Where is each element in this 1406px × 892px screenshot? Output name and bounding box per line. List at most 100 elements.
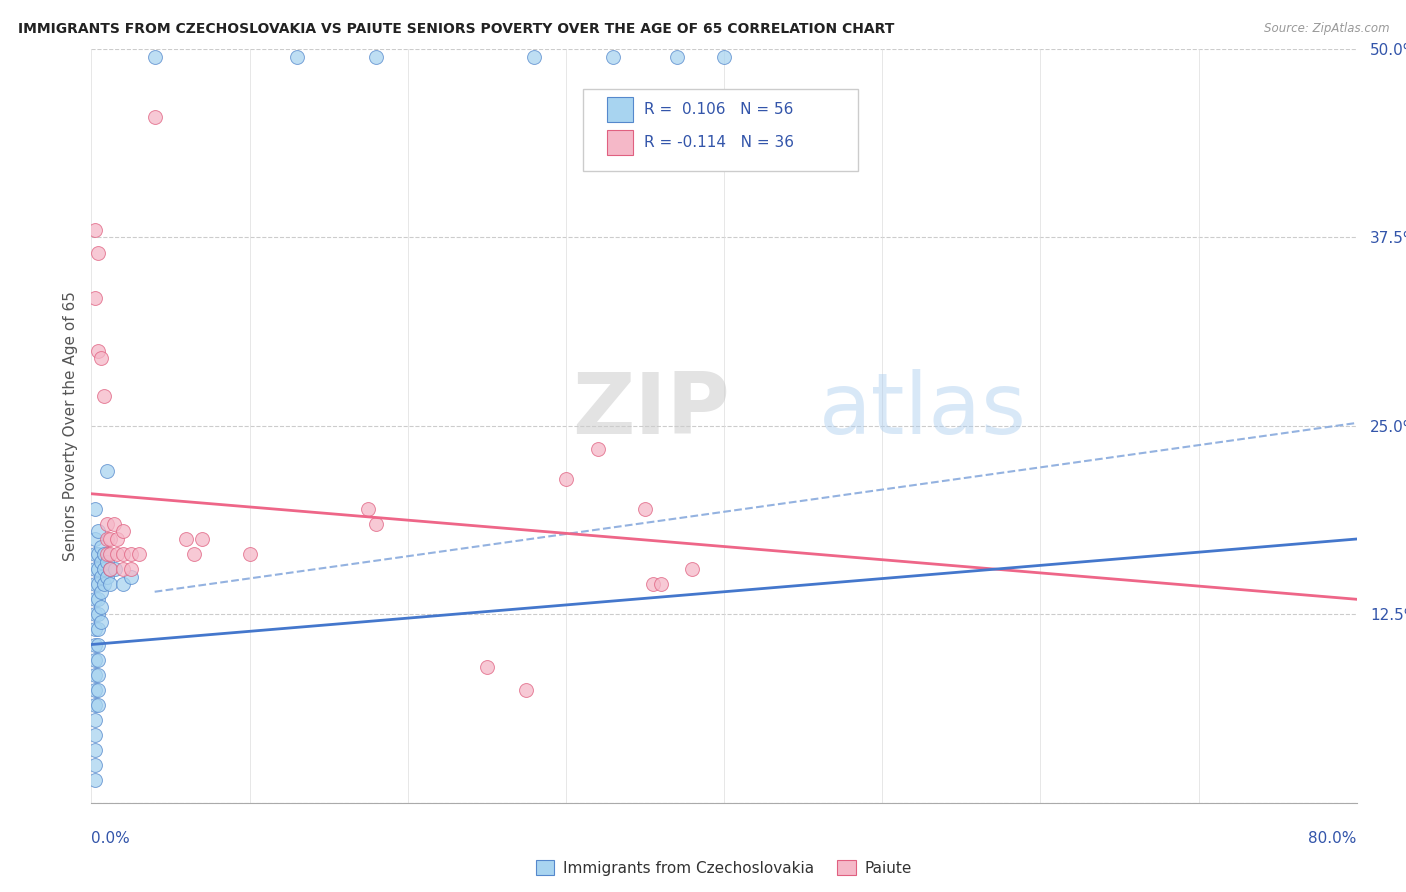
Point: [105, 532, 128, 546]
Point: [87, 698, 110, 712]
Point: [90, 570, 112, 584]
Point: [90, 599, 112, 614]
Text: R =  0.106   N = 56: R = 0.106 N = 56: [644, 103, 793, 117]
Point: [239, 547, 262, 561]
Text: 0.0%: 0.0%: [91, 831, 131, 846]
Point: [87, 607, 110, 622]
Point: [83, 577, 105, 591]
Point: [93, 547, 115, 561]
Point: [98, 562, 122, 576]
Point: [83, 223, 105, 237]
Point: [183, 547, 205, 561]
Text: atlas: atlas: [818, 369, 1026, 452]
Point: [83, 743, 105, 757]
Point: [83, 291, 105, 305]
Point: [96, 555, 118, 569]
Point: [83, 607, 105, 622]
Point: [98, 562, 122, 576]
Point: [87, 652, 110, 666]
Point: [87, 343, 110, 358]
Point: [83, 682, 105, 697]
Point: [87, 592, 110, 607]
Point: [83, 728, 105, 742]
Point: [143, 110, 166, 124]
Point: [90, 615, 112, 629]
Point: [103, 516, 125, 531]
Point: [90, 540, 112, 554]
Point: [83, 501, 105, 516]
Point: [83, 758, 105, 772]
Point: [128, 547, 150, 561]
Point: [120, 570, 142, 584]
Point: [602, 49, 624, 63]
Point: [83, 532, 105, 546]
Legend: Immigrants from Czechoslovakia, Paiute: Immigrants from Czechoslovakia, Paiute: [530, 854, 918, 882]
Point: [634, 501, 657, 516]
Point: [112, 547, 135, 561]
Point: [93, 562, 115, 576]
Point: [98, 532, 122, 546]
Point: [87, 577, 110, 591]
Point: [87, 245, 110, 260]
Point: [650, 577, 672, 591]
Point: [87, 623, 110, 637]
Point: [357, 501, 380, 516]
Point: [98, 547, 122, 561]
Point: [143, 49, 166, 63]
Point: [87, 547, 110, 561]
Point: [586, 442, 609, 456]
Point: [475, 660, 498, 674]
Point: [87, 638, 110, 652]
Point: [191, 532, 214, 546]
Point: [96, 570, 118, 584]
Point: [665, 49, 688, 63]
Point: [83, 592, 105, 607]
Y-axis label: Seniors Poverty Over the Age of 65: Seniors Poverty Over the Age of 65: [62, 291, 77, 561]
Point: [93, 577, 115, 591]
Point: [713, 49, 735, 63]
Text: IMMIGRANTS FROM CZECHOSLOVAKIA VS PAIUTE SENIORS POVERTY OVER THE AGE OF 65 CORR: IMMIGRANTS FROM CZECHOSLOVAKIA VS PAIUTE…: [18, 22, 894, 37]
Text: Source: ZipAtlas.com: Source: ZipAtlas.com: [1264, 22, 1389, 36]
Point: [83, 713, 105, 727]
Point: [112, 562, 135, 576]
Point: [83, 562, 105, 576]
Point: [83, 667, 105, 681]
Point: [98, 577, 122, 591]
Point: [96, 547, 118, 561]
Point: [105, 547, 128, 561]
Point: [364, 516, 387, 531]
Point: [90, 351, 112, 365]
Point: [523, 49, 546, 63]
Point: [515, 682, 537, 697]
Point: [90, 555, 112, 569]
Point: [87, 562, 110, 576]
Point: [87, 682, 110, 697]
Point: [87, 667, 110, 681]
Point: [112, 524, 135, 539]
Point: [364, 49, 387, 63]
Point: [96, 516, 118, 531]
Point: [682, 562, 704, 576]
Point: [285, 49, 308, 63]
Point: [554, 472, 576, 486]
Point: [120, 547, 142, 561]
Point: [174, 532, 197, 546]
Point: [83, 623, 105, 637]
Point: [83, 773, 105, 788]
Point: [83, 652, 105, 666]
Point: [112, 577, 135, 591]
Text: 80.0%: 80.0%: [1309, 831, 1357, 846]
Text: R = -0.114   N = 36: R = -0.114 N = 36: [644, 136, 794, 150]
Point: [83, 698, 105, 712]
Point: [641, 577, 664, 591]
Point: [93, 389, 115, 403]
Point: [104, 562, 127, 576]
Point: [83, 638, 105, 652]
Point: [83, 547, 105, 561]
Point: [96, 532, 118, 546]
Point: [90, 584, 112, 599]
Point: [96, 464, 118, 478]
Point: [120, 562, 142, 576]
Text: ZIP: ZIP: [572, 369, 730, 452]
Point: [87, 524, 110, 539]
